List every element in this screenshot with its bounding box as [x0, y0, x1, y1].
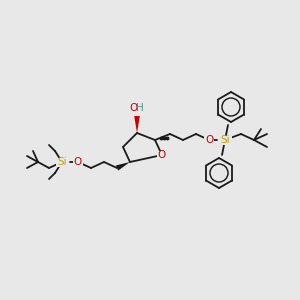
Polygon shape: [134, 116, 140, 133]
Text: Si: Si: [57, 157, 67, 167]
Polygon shape: [116, 162, 130, 170]
Bar: [204, 136, 214, 144]
Bar: [157, 151, 167, 159]
Text: H: H: [136, 103, 144, 113]
Text: Si: Si: [220, 135, 230, 145]
Bar: [56, 158, 68, 166]
Bar: [218, 136, 232, 145]
Text: O: O: [129, 103, 137, 113]
Text: O: O: [205, 135, 213, 145]
Text: O: O: [74, 157, 82, 167]
Bar: [73, 158, 83, 166]
Text: O: O: [158, 150, 166, 160]
